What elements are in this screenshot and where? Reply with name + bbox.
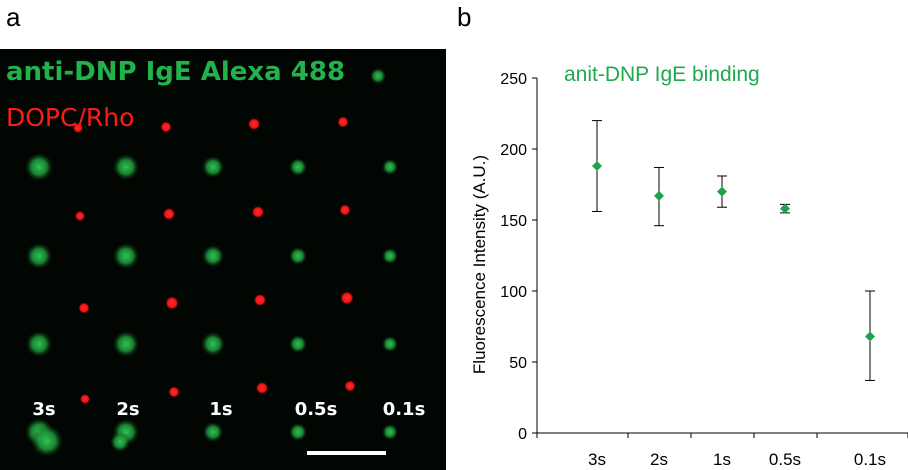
green-spot bbox=[382, 159, 398, 175]
red-spot bbox=[78, 302, 90, 314]
green-spot bbox=[203, 422, 223, 442]
x-tick-label: 0.5s bbox=[769, 450, 801, 469]
y-tick-label: 50 bbox=[509, 355, 527, 372]
y-tick-label: 0 bbox=[518, 426, 527, 443]
green-spot bbox=[289, 423, 307, 441]
green-spot bbox=[289, 158, 307, 176]
red-spot bbox=[254, 294, 266, 306]
green-spot bbox=[202, 245, 224, 267]
micrograph-spots bbox=[25, 68, 398, 457]
red-spot bbox=[73, 123, 83, 133]
micro-time-label-0-1s: 0.1s bbox=[382, 399, 426, 420]
red-spot bbox=[256, 382, 268, 394]
micro-time-label-2s: 2s bbox=[116, 399, 140, 420]
y-tick-label: 150 bbox=[500, 213, 527, 230]
data-point-2s bbox=[654, 190, 664, 201]
red-spot bbox=[160, 121, 172, 133]
green-spot bbox=[202, 156, 224, 178]
data-point-0-5s bbox=[780, 203, 790, 214]
antibody-label: anti-DNP IgE Alexa 488 bbox=[6, 57, 346, 87]
red-spot bbox=[339, 204, 351, 216]
data-point-1s bbox=[717, 186, 727, 197]
red-spot bbox=[337, 116, 349, 128]
green-spot bbox=[26, 243, 52, 269]
scale-bar bbox=[307, 451, 386, 455]
chart-axes bbox=[536, 78, 908, 434]
green-spot bbox=[382, 336, 398, 352]
green-spot bbox=[113, 243, 139, 269]
data-point-0-1s bbox=[865, 331, 875, 342]
green-spot bbox=[370, 68, 386, 84]
chart-title: anit-DNP IgE binding bbox=[564, 63, 760, 86]
fluorescence-micrograph: anti-DNP IgE Alexa 488 DOPC/Rho 3s 2s 1s… bbox=[0, 49, 446, 470]
micro-time-label-0-5s: 0.5s bbox=[294, 399, 338, 420]
green-spot bbox=[201, 332, 225, 356]
x-tick-label: 1s bbox=[713, 450, 731, 469]
green-spot bbox=[382, 424, 398, 440]
red-spot bbox=[248, 118, 260, 130]
green-spot bbox=[25, 153, 53, 181]
y-tick-label: 100 bbox=[500, 284, 527, 301]
red-spot bbox=[163, 208, 175, 220]
green-spot bbox=[113, 154, 139, 180]
y-tick-label: 200 bbox=[500, 142, 527, 159]
red-spot bbox=[252, 206, 264, 218]
green-spot bbox=[382, 248, 398, 264]
binding-chart: anit-DNP IgE binding Fluorescence Intens… bbox=[470, 63, 908, 469]
x-tick-label: 0.1s bbox=[854, 450, 886, 469]
red-spot bbox=[340, 291, 354, 305]
red-spot bbox=[165, 296, 179, 310]
micro-time-label-3s: 3s bbox=[32, 399, 56, 420]
error-bars bbox=[592, 120, 875, 381]
x-tick-label: 2s bbox=[650, 450, 668, 469]
y-axis-label: Fluorescence Intensity (A.U.) bbox=[470, 155, 489, 374]
red-spot bbox=[168, 386, 180, 398]
red-spot bbox=[344, 380, 356, 392]
data-points bbox=[592, 161, 875, 342]
lipid-label: DOPC/Rho bbox=[6, 103, 135, 132]
y-tick-label: 250 bbox=[500, 71, 527, 88]
data-point-3s bbox=[592, 161, 602, 172]
panel-letter-b: b bbox=[457, 2, 472, 32]
x-ticks: 3s 2s 1s 0.5s 0.1s bbox=[536, 433, 908, 469]
panel-letter-a: a bbox=[6, 2, 21, 32]
red-spot bbox=[75, 211, 85, 221]
x-tick-label: 3s bbox=[588, 450, 606, 469]
red-spot bbox=[80, 394, 90, 404]
green-spot bbox=[31, 425, 63, 457]
green-spot bbox=[289, 335, 307, 353]
green-spot bbox=[110, 432, 130, 452]
y-ticks: 0 50 100 150 200 250 bbox=[500, 71, 537, 443]
green-spot bbox=[289, 247, 307, 265]
micro-time-label-1s: 1s bbox=[209, 399, 233, 420]
green-spot bbox=[113, 331, 139, 357]
green-spot bbox=[26, 331, 52, 357]
